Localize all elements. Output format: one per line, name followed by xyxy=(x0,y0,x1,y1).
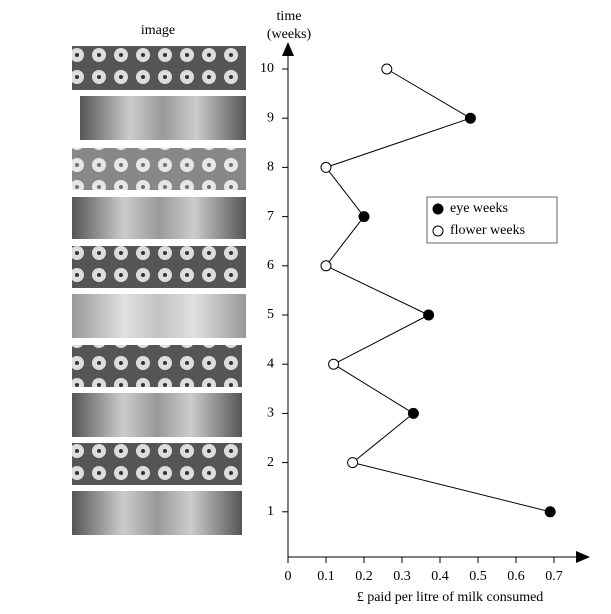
point xyxy=(347,457,359,469)
point xyxy=(423,309,435,321)
y-axis-arrow xyxy=(282,42,294,56)
connector xyxy=(325,265,429,316)
flower-image xyxy=(72,148,246,190)
y-tick-label: 7 xyxy=(267,209,274,224)
point xyxy=(320,161,332,173)
legend-label: flower weeks xyxy=(450,223,525,238)
connector xyxy=(325,167,365,217)
y-axis-label: time xyxy=(277,9,302,24)
eye-image xyxy=(72,197,246,239)
connector xyxy=(333,363,414,414)
eye-image xyxy=(72,294,246,338)
image-strips xyxy=(72,46,246,535)
connector xyxy=(386,68,471,119)
eye-image xyxy=(80,96,246,140)
connector xyxy=(325,117,471,168)
flower-image xyxy=(72,46,246,90)
x-tick-label: 0.2 xyxy=(355,569,373,584)
legend-marker xyxy=(432,225,444,237)
point xyxy=(328,358,340,370)
legend-marker xyxy=(432,203,444,215)
image-header: image xyxy=(141,23,175,38)
connector xyxy=(352,462,551,513)
x-tick-label: 0.3 xyxy=(393,569,411,584)
legend-label: eye weeks xyxy=(450,201,508,216)
point xyxy=(320,260,332,272)
y-tick-label: 4 xyxy=(267,356,274,371)
flower-image xyxy=(72,345,242,387)
y-tick-label: 6 xyxy=(267,258,274,273)
point xyxy=(407,407,419,419)
y-tick-label: 10 xyxy=(260,61,274,76)
x-tick-label: 0.1 xyxy=(317,569,335,584)
point xyxy=(381,63,393,75)
x-tick-label: 0.6 xyxy=(507,569,525,584)
x-axis-label: £ paid per litre of milk consumed xyxy=(357,590,544,605)
y-tick-label: 9 xyxy=(267,110,274,125)
connector xyxy=(325,216,365,267)
y-tick-label: 2 xyxy=(267,455,274,470)
x-tick-label: 0.7 xyxy=(545,569,563,584)
y-tick-label: 3 xyxy=(267,406,274,421)
flower-image xyxy=(72,443,242,485)
flower-image xyxy=(72,246,246,288)
eye-image xyxy=(72,393,242,437)
eye-image xyxy=(72,491,242,535)
y-tick-label: 8 xyxy=(267,160,274,175)
x-tick-label: 0.5 xyxy=(469,569,487,584)
connector xyxy=(352,413,414,463)
point xyxy=(358,211,370,223)
legend xyxy=(426,196,558,244)
x-tick-label: 0.4 xyxy=(431,569,449,584)
x-axis-arrow xyxy=(576,551,590,563)
connector xyxy=(333,314,429,365)
y-axis-label: (weeks) xyxy=(267,27,312,42)
y-tick-label: 1 xyxy=(267,504,274,519)
x-tick-label: 0 xyxy=(285,569,292,584)
y-tick-label: 5 xyxy=(267,307,274,322)
point xyxy=(464,112,476,124)
point xyxy=(544,506,556,518)
